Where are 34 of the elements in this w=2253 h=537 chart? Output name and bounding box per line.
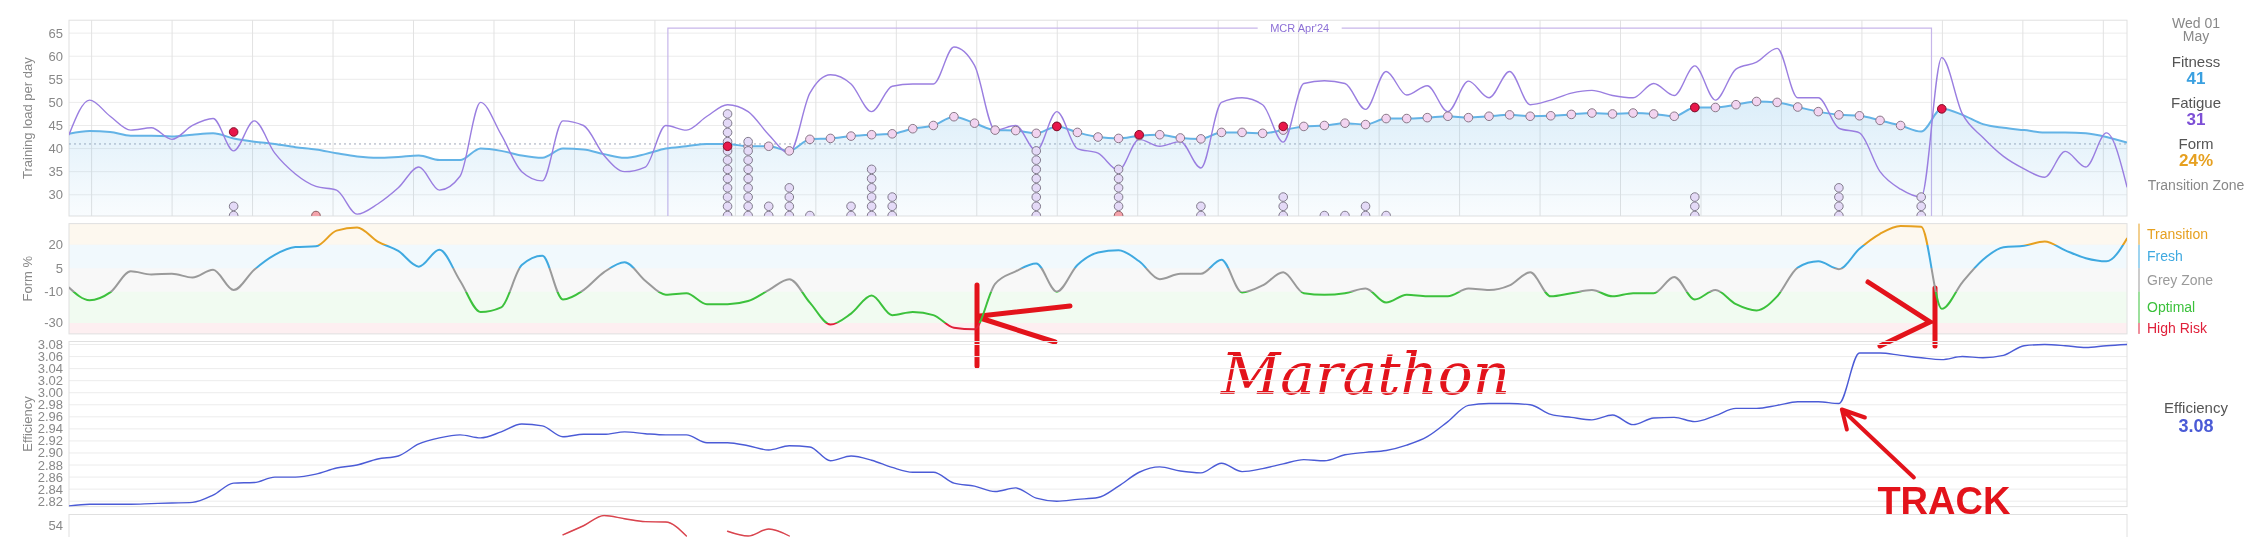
y-tick-label: 65 (48, 25, 63, 41)
y-tick-label: 5 (55, 260, 63, 276)
annotation: TRACK (1877, 479, 2011, 522)
annotation: MCR Apr'24 (1270, 22, 1330, 35)
band-label: Grey Zone (2147, 271, 2214, 288)
text: 3.08 (2178, 416, 2214, 436)
y-tick-label: 50 (48, 94, 63, 110)
text: 31 (2186, 110, 2206, 129)
y-tick-label: 45 (48, 117, 63, 133)
band-label: High Risk (2147, 320, 2208, 337)
text: 24% (2178, 151, 2214, 170)
y-tick-label: 35 (48, 164, 63, 180)
text: Form (2178, 135, 2214, 152)
text: Transition Zone (2147, 177, 2245, 193)
y-axis-title: Efficiency (20, 395, 35, 452)
band-label: Fresh (2147, 248, 2183, 265)
band-label: Transition (2147, 226, 2208, 243)
text: Fitness (2171, 53, 2221, 70)
text: 54 (48, 517, 63, 533)
y-tick-label: 60 (48, 48, 63, 64)
text: Efficiency (2164, 399, 2229, 416)
y-tick-label: -10 (44, 284, 63, 300)
y-tick-label: 55 (48, 71, 63, 87)
annotation: Marathon (1219, 339, 1511, 408)
y-tick-label: 20 (48, 237, 63, 253)
y-tick-label: 40 (48, 141, 63, 157)
text: 41 (2186, 69, 2206, 88)
y-tick-label: 30 (48, 187, 63, 203)
y-axis-title: Form % (20, 255, 35, 302)
text: Fatigue (2170, 94, 2222, 111)
y-tick-label: -30 (44, 315, 63, 331)
band-label: Optimal (2147, 299, 2196, 316)
text: Wed 01 May (2172, 15, 2221, 44)
y-axis-title: Training load per day (20, 56, 35, 179)
